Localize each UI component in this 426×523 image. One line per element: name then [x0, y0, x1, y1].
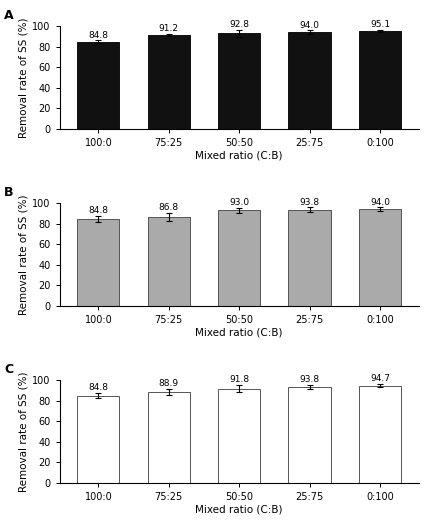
Text: A: A: [4, 9, 14, 22]
Bar: [358, 209, 400, 306]
Text: 84.8: 84.8: [88, 206, 108, 215]
Text: 88.9: 88.9: [158, 379, 178, 388]
Text: C: C: [4, 363, 13, 376]
Bar: [147, 35, 190, 129]
Text: 91.2: 91.2: [158, 24, 178, 33]
Text: B: B: [4, 186, 14, 199]
Bar: [288, 210, 330, 306]
Text: 94.0: 94.0: [299, 20, 319, 30]
X-axis label: Mixed ratio (C:B): Mixed ratio (C:B): [195, 151, 282, 161]
Text: 94.7: 94.7: [369, 374, 389, 383]
Y-axis label: Removal rate of SS (%): Removal rate of SS (%): [18, 194, 28, 315]
X-axis label: Mixed ratio (C:B): Mixed ratio (C:B): [195, 327, 282, 337]
Text: 86.8: 86.8: [158, 203, 178, 212]
Bar: [288, 32, 330, 129]
Text: 95.1: 95.1: [369, 20, 389, 29]
Y-axis label: Removal rate of SS (%): Removal rate of SS (%): [18, 371, 28, 492]
Bar: [218, 33, 260, 129]
Bar: [218, 210, 260, 306]
Bar: [77, 42, 119, 129]
Bar: [358, 31, 400, 129]
Bar: [288, 386, 330, 483]
Bar: [147, 217, 190, 306]
Text: 92.8: 92.8: [229, 20, 248, 29]
Bar: [358, 386, 400, 483]
Y-axis label: Removal rate of SS (%): Removal rate of SS (%): [18, 17, 28, 138]
Text: 94.0: 94.0: [369, 198, 389, 207]
Bar: [77, 219, 119, 306]
X-axis label: Mixed ratio (C:B): Mixed ratio (C:B): [195, 505, 282, 515]
Bar: [218, 389, 260, 483]
Text: 84.8: 84.8: [88, 31, 108, 40]
Text: 93.0: 93.0: [228, 198, 249, 207]
Text: 93.8: 93.8: [299, 375, 319, 384]
Bar: [77, 396, 119, 483]
Text: 93.8: 93.8: [299, 198, 319, 207]
Text: 84.8: 84.8: [88, 383, 108, 392]
Text: 91.8: 91.8: [228, 376, 249, 384]
Bar: [147, 392, 190, 483]
